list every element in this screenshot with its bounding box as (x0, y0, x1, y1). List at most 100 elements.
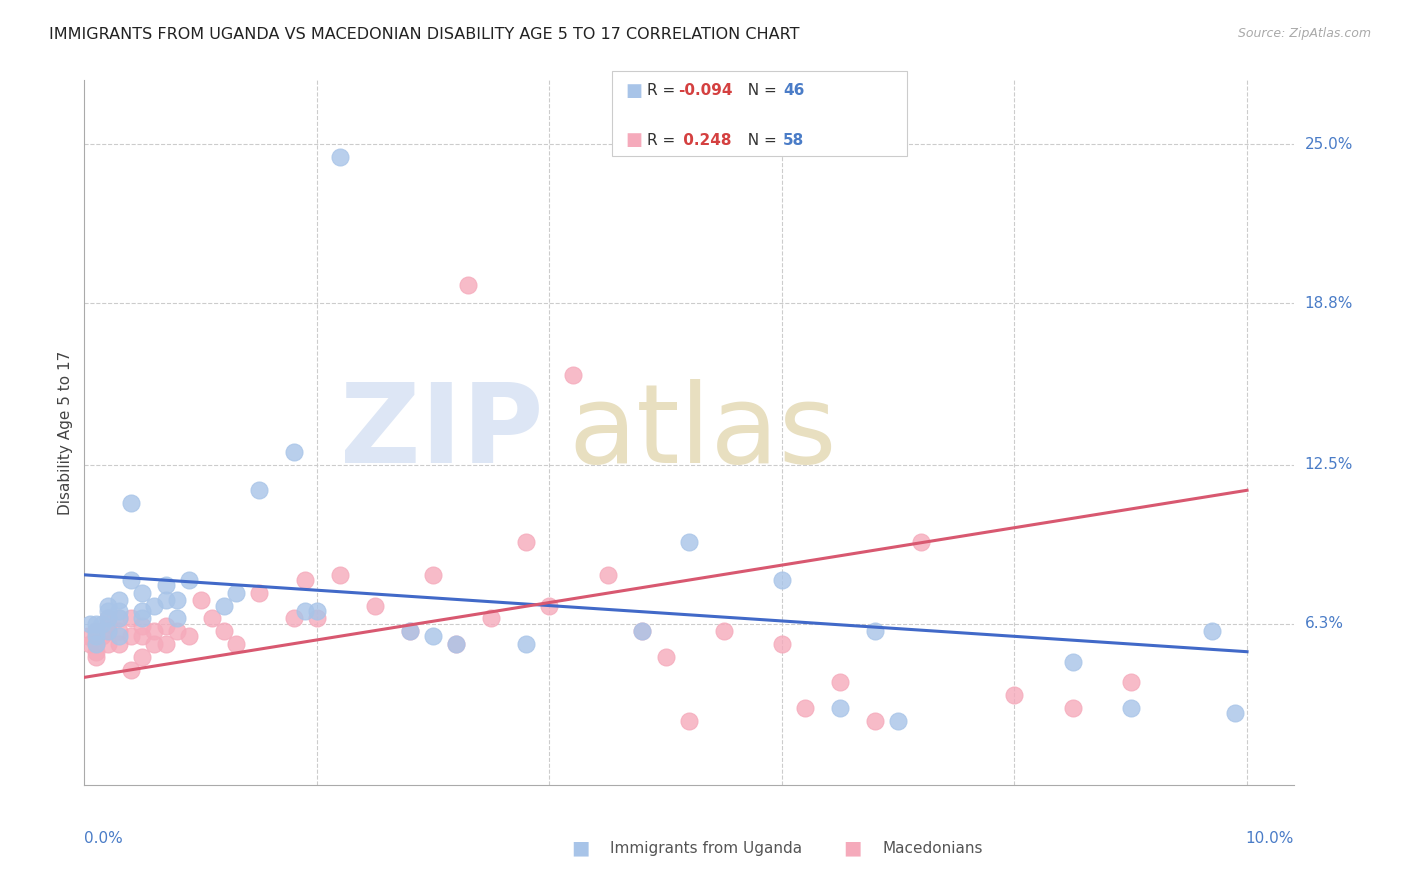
Text: N =: N = (738, 84, 782, 98)
Text: 0.0%: 0.0% (84, 830, 124, 846)
Point (479, 611, 502, 625)
Point (84, 624, 107, 639)
Point (84, 645, 107, 659)
Point (79, 616, 101, 631)
Point (84, 637, 107, 651)
Point (120, 573, 142, 587)
Point (84, 624, 107, 639)
Point (76, 629, 98, 643)
Text: -0.094: -0.094 (678, 84, 733, 98)
Point (631, 624, 654, 639)
Y-axis label: Disability Age 5 to 17: Disability Age 5 to 17 (58, 351, 73, 515)
Point (713, 624, 735, 639)
Point (1119, 701, 1142, 715)
Text: 6.3%: 6.3% (1305, 616, 1344, 631)
Point (422, 629, 444, 643)
Point (283, 445, 305, 459)
Point (97, 611, 120, 625)
Point (190, 593, 212, 607)
Point (120, 629, 142, 643)
Point (97, 616, 120, 631)
Text: 46: 46 (783, 84, 804, 98)
Point (770, 573, 793, 587)
Point (364, 599, 387, 613)
Point (457, 278, 479, 293)
Point (294, 604, 316, 618)
Point (305, 611, 328, 625)
Point (830, 701, 852, 715)
Point (515, 637, 537, 651)
Point (155, 593, 177, 607)
Text: 18.8%: 18.8% (1305, 296, 1353, 310)
Point (177, 629, 200, 643)
Point (131, 586, 153, 600)
Point (678, 534, 700, 549)
Point (1062, 655, 1084, 669)
Point (1119, 675, 1142, 690)
Point (201, 611, 224, 625)
Point (399, 624, 422, 639)
Point (910, 534, 932, 549)
Point (131, 619, 153, 633)
Point (515, 534, 537, 549)
Point (283, 611, 305, 625)
Point (90, 629, 112, 643)
Point (143, 599, 166, 613)
Point (108, 611, 131, 625)
Point (84, 629, 107, 643)
Point (212, 624, 235, 639)
Point (108, 611, 131, 625)
Point (654, 649, 676, 664)
Point (422, 567, 444, 582)
Point (97, 604, 120, 618)
Point (84, 629, 107, 643)
Point (561, 368, 583, 382)
Point (131, 611, 153, 625)
Text: 25.0%: 25.0% (1305, 136, 1353, 152)
Point (108, 637, 131, 651)
Point (1062, 701, 1084, 715)
Point (770, 637, 793, 651)
Point (294, 573, 316, 587)
Point (143, 624, 166, 639)
Point (84, 649, 107, 664)
Point (247, 483, 270, 498)
Point (97, 624, 120, 639)
Point (538, 599, 561, 613)
Text: 12.5%: 12.5% (1305, 458, 1353, 472)
Text: ■: ■ (626, 131, 643, 149)
Point (97, 599, 120, 613)
Text: Source: ZipAtlas.com: Source: ZipAtlas.com (1237, 27, 1371, 40)
Point (108, 624, 131, 639)
Point (863, 624, 886, 639)
Point (329, 150, 352, 164)
Point (79, 637, 101, 651)
Point (131, 604, 153, 618)
Text: atlas: atlas (568, 379, 837, 486)
Point (155, 619, 177, 633)
Text: ZIP: ZIP (340, 379, 544, 486)
Text: R =: R = (647, 133, 681, 147)
Point (131, 649, 153, 664)
Point (166, 624, 188, 639)
Point (863, 714, 886, 728)
Point (1201, 624, 1223, 639)
Point (1225, 706, 1247, 721)
Text: 0.248: 0.248 (678, 133, 731, 147)
Point (794, 701, 817, 715)
Point (166, 611, 188, 625)
Text: ■: ■ (844, 838, 862, 858)
Point (830, 675, 852, 690)
Point (84, 637, 107, 651)
Point (177, 573, 200, 587)
Point (329, 567, 352, 582)
Point (108, 629, 131, 643)
Point (225, 586, 247, 600)
Text: R =: R = (647, 84, 681, 98)
Text: Immigrants from Uganda: Immigrants from Uganda (610, 841, 803, 856)
Point (446, 637, 468, 651)
Point (97, 624, 120, 639)
Point (108, 593, 131, 607)
Point (120, 611, 142, 625)
Point (631, 624, 654, 639)
